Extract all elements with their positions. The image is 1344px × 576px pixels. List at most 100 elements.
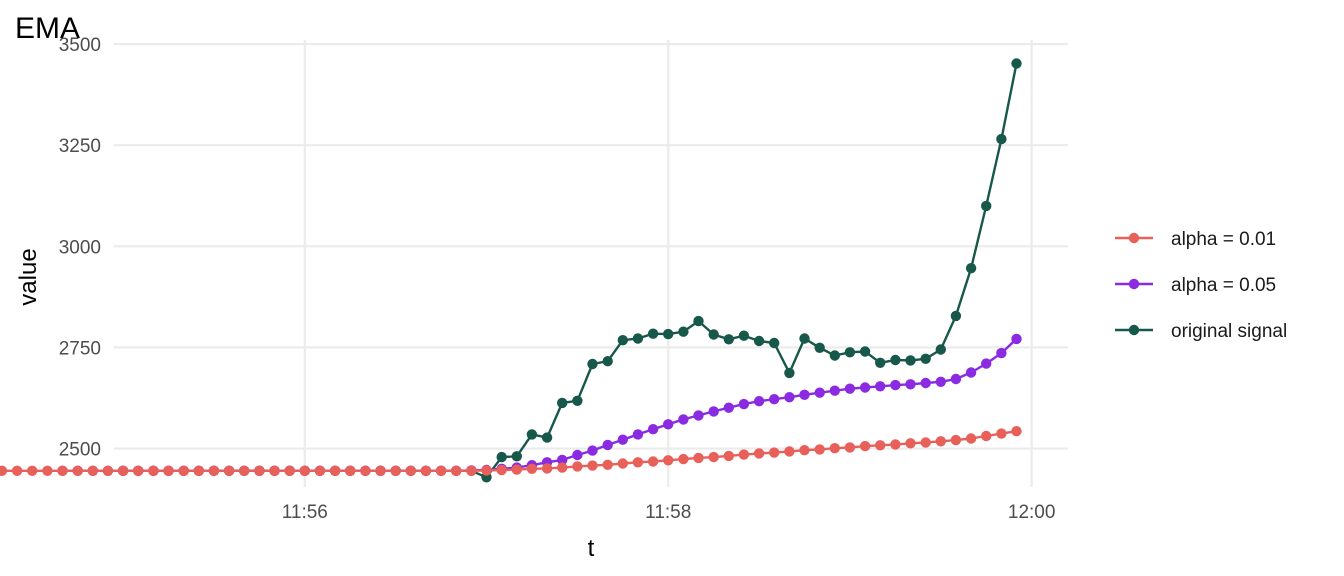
data-point bbox=[375, 465, 386, 476]
data-point bbox=[451, 465, 462, 476]
data-point bbox=[420, 465, 432, 476]
data-point bbox=[632, 333, 644, 344]
data-point bbox=[875, 357, 886, 368]
data-point bbox=[87, 465, 99, 476]
data-point bbox=[981, 358, 992, 369]
data-point bbox=[511, 451, 522, 462]
data-point bbox=[738, 330, 750, 341]
legend-label: alpha = 0.01 bbox=[1171, 229, 1276, 250]
data-point bbox=[799, 333, 810, 344]
data-point bbox=[814, 342, 825, 353]
data-point bbox=[526, 463, 538, 474]
grid bbox=[114, 40, 1068, 487]
data-point bbox=[920, 377, 931, 389]
data-point bbox=[935, 376, 946, 387]
data-point bbox=[981, 430, 992, 442]
data-point bbox=[663, 455, 674, 466]
data-point bbox=[965, 367, 977, 378]
data-point bbox=[1011, 58, 1022, 69]
data-point bbox=[905, 355, 916, 366]
series-alpha-0-01 bbox=[0, 426, 1022, 476]
data-point bbox=[163, 465, 174, 476]
legend-item-original-signal: original signal bbox=[1115, 321, 1287, 342]
data-point bbox=[405, 465, 416, 476]
legend: alpha = 0.01 alpha = 0.05 original signal bbox=[1115, 229, 1287, 342]
data-point bbox=[345, 465, 356, 476]
data-point bbox=[875, 381, 886, 392]
data-point bbox=[814, 387, 825, 398]
data-point bbox=[678, 326, 689, 337]
x-tick-label: 11:56 bbox=[282, 502, 328, 523]
data-point bbox=[223, 465, 235, 476]
data-point bbox=[178, 465, 189, 476]
data-point bbox=[875, 440, 886, 451]
data-point bbox=[557, 454, 568, 466]
data-point bbox=[708, 451, 719, 463]
legend-label: original signal bbox=[1171, 321, 1287, 342]
data-point bbox=[678, 453, 689, 465]
data-point bbox=[996, 133, 1007, 145]
data-point bbox=[829, 443, 840, 454]
data-point bbox=[799, 445, 810, 456]
data-point bbox=[11, 465, 23, 476]
y-tick-label: 3250 bbox=[59, 136, 101, 157]
y-tick-labels: 2500 2750 3000 3250 3500 bbox=[59, 35, 101, 461]
data-point bbox=[844, 347, 856, 358]
data-point bbox=[254, 465, 265, 476]
data-point bbox=[239, 465, 250, 476]
legend-label: alpha = 0.05 bbox=[1171, 275, 1276, 296]
data-point bbox=[920, 437, 931, 448]
data-point bbox=[329, 465, 341, 476]
data-point bbox=[996, 347, 1007, 359]
data-point bbox=[587, 445, 598, 456]
data-point bbox=[920, 353, 931, 364]
data-point bbox=[133, 465, 144, 476]
data-point bbox=[117, 465, 129, 476]
data-point bbox=[27, 465, 38, 476]
data-point bbox=[753, 396, 765, 407]
data-point bbox=[708, 406, 719, 417]
data-point bbox=[541, 432, 553, 443]
data-point bbox=[208, 465, 220, 476]
data-point bbox=[905, 438, 916, 449]
chart-title: EMA bbox=[15, 12, 80, 45]
data-point bbox=[647, 456, 659, 467]
series-line bbox=[123, 63, 1018, 479]
data-point bbox=[102, 465, 114, 476]
data-point bbox=[299, 465, 310, 476]
data-point bbox=[557, 462, 568, 473]
data-point bbox=[753, 448, 765, 459]
data-point bbox=[269, 465, 280, 476]
data-point bbox=[663, 328, 674, 340]
data-point bbox=[693, 315, 704, 327]
data-point bbox=[753, 335, 765, 347]
legend-item-alpha-0-01: alpha = 0.01 bbox=[1115, 229, 1276, 250]
data-point bbox=[602, 459, 613, 470]
legend-item-alpha-0-05: alpha = 0.05 bbox=[1115, 275, 1276, 296]
data-point bbox=[723, 402, 734, 413]
data-point bbox=[890, 354, 901, 366]
data-point bbox=[557, 397, 568, 409]
data-point bbox=[526, 429, 538, 440]
data-point bbox=[632, 429, 644, 440]
data-point bbox=[996, 428, 1007, 439]
data-point bbox=[935, 344, 946, 355]
data-point bbox=[678, 414, 689, 425]
data-point bbox=[572, 461, 583, 472]
data-point bbox=[314, 465, 326, 476]
y-tick-label: 3000 bbox=[59, 237, 101, 258]
data-point bbox=[950, 373, 962, 385]
legend-key-point bbox=[1128, 278, 1140, 290]
data-point bbox=[935, 436, 946, 447]
data-point bbox=[723, 450, 734, 462]
data-point bbox=[193, 465, 204, 476]
data-point bbox=[844, 442, 856, 453]
data-point bbox=[617, 458, 628, 469]
data-point bbox=[769, 447, 780, 458]
x-tick-labels: 11:56 11:58 12:00 bbox=[282, 502, 1056, 523]
data-point bbox=[784, 367, 795, 379]
series-layer bbox=[0, 58, 1022, 483]
data-point bbox=[859, 382, 871, 393]
y-axis-title: value bbox=[15, 248, 42, 305]
data-point bbox=[632, 457, 644, 468]
